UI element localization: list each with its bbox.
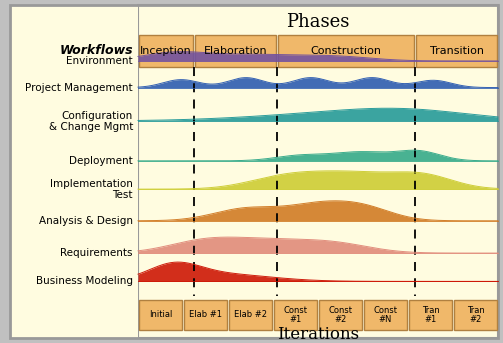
Text: Test: Test <box>113 190 133 200</box>
Text: Const
#N: Const #N <box>374 306 397 324</box>
Text: Tran
#1: Tran #1 <box>422 306 440 324</box>
Text: Configuration: Configuration <box>62 111 133 121</box>
Text: Deployment: Deployment <box>69 156 133 166</box>
Text: Requirements: Requirements <box>60 248 133 258</box>
Text: & Change Mgmt: & Change Mgmt <box>49 122 133 132</box>
Text: Initial: Initial <box>149 310 172 319</box>
Text: Tran
#2: Tran #2 <box>467 306 484 324</box>
Text: Const
#1: Const #1 <box>284 306 307 324</box>
Text: Workflows: Workflows <box>59 44 133 57</box>
FancyBboxPatch shape <box>274 300 317 330</box>
Text: Elab #2: Elab #2 <box>234 310 267 319</box>
FancyBboxPatch shape <box>139 300 182 330</box>
Text: Construction: Construction <box>310 46 381 56</box>
Text: Project Management: Project Management <box>25 83 133 93</box>
FancyBboxPatch shape <box>278 35 414 67</box>
Text: Business Modeling: Business Modeling <box>36 276 133 286</box>
FancyBboxPatch shape <box>364 300 407 330</box>
Text: Elab #1: Elab #1 <box>189 310 222 319</box>
FancyBboxPatch shape <box>10 5 138 338</box>
Text: Const
#2: Const #2 <box>328 306 353 324</box>
FancyBboxPatch shape <box>409 300 452 330</box>
Text: Elaboration: Elaboration <box>203 46 267 56</box>
FancyBboxPatch shape <box>139 35 193 67</box>
Text: Implementation: Implementation <box>50 179 133 189</box>
FancyBboxPatch shape <box>229 300 272 330</box>
FancyBboxPatch shape <box>184 300 227 330</box>
Text: Phases: Phases <box>286 13 350 31</box>
Text: Transition: Transition <box>430 46 483 56</box>
Text: Inception: Inception <box>140 46 192 56</box>
FancyBboxPatch shape <box>138 5 498 338</box>
FancyBboxPatch shape <box>416 35 497 67</box>
Text: Iterations: Iterations <box>277 326 359 343</box>
FancyBboxPatch shape <box>319 300 362 330</box>
FancyBboxPatch shape <box>454 300 497 330</box>
Text: Environment: Environment <box>66 56 133 66</box>
FancyBboxPatch shape <box>195 35 276 67</box>
Text: Analysis & Design: Analysis & Design <box>39 216 133 226</box>
